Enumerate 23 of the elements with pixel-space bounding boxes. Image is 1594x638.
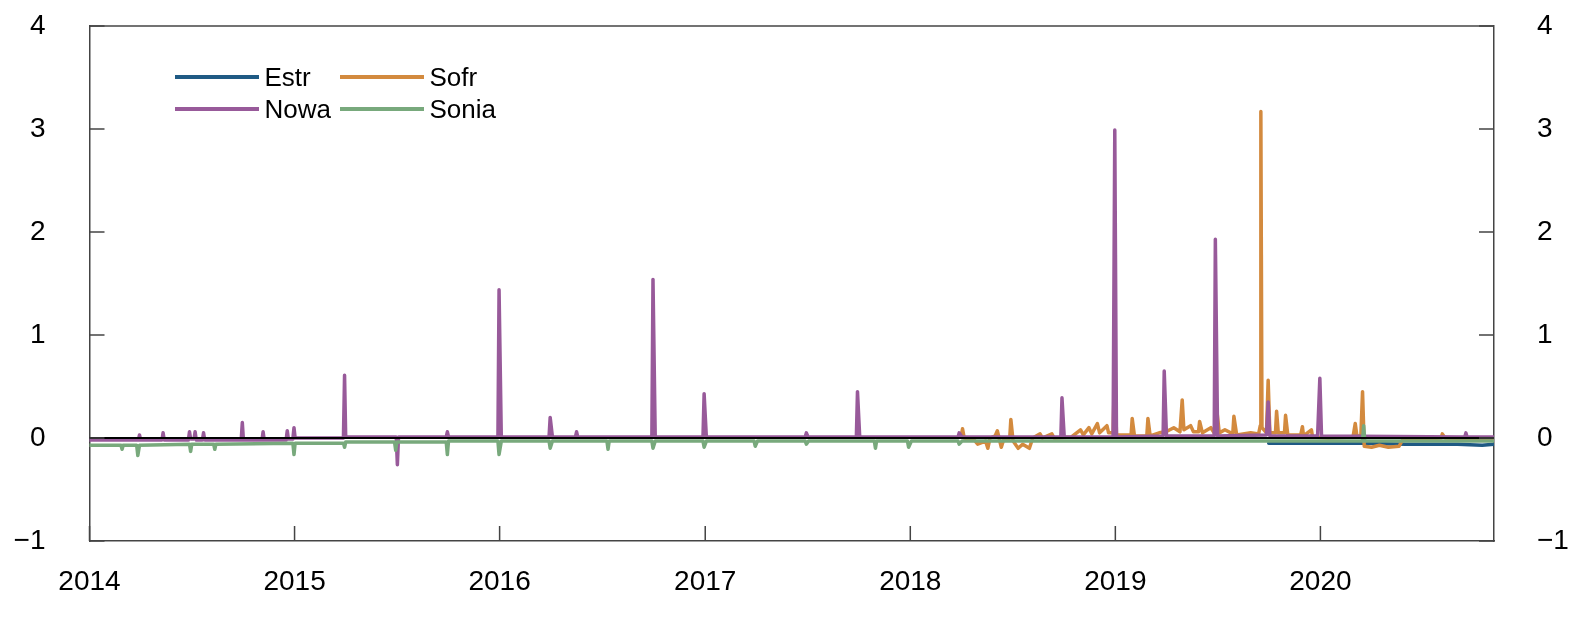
y2-tick-label: 1 (1537, 317, 1553, 349)
x-tick-label: 2019 (1084, 564, 1147, 596)
legend-label: Sonia (429, 93, 496, 125)
legend-label: Sofr (429, 61, 478, 93)
y2-tick-label: −1 (1537, 523, 1569, 555)
x-tick-label: 2015 (263, 564, 326, 596)
x-tick-label: 2017 (674, 564, 737, 596)
y-tick-label: 0 (29, 420, 46, 452)
y-tick-label: 1 (29, 317, 46, 349)
y-tick-label: 2 (29, 214, 46, 246)
y-tick-label: 4 (29, 8, 46, 40)
y-tick-label: −1 (13, 523, 46, 555)
y2-tick-label: 4 (1537, 8, 1553, 40)
y2-tick-label: 3 (1537, 111, 1553, 143)
x-tick-label: 2018 (879, 564, 942, 596)
legend-label: Nowa (264, 93, 331, 125)
y2-tick-label: 0 (1537, 420, 1553, 452)
y-tick-label: 3 (29, 111, 46, 143)
x-tick-label: 2016 (468, 564, 531, 596)
legend-label: Estr (264, 61, 311, 93)
x-tick-label: 2020 (1289, 564, 1352, 596)
x-tick-label: 2014 (58, 564, 121, 596)
y2-tick-label: 2 (1537, 214, 1553, 246)
